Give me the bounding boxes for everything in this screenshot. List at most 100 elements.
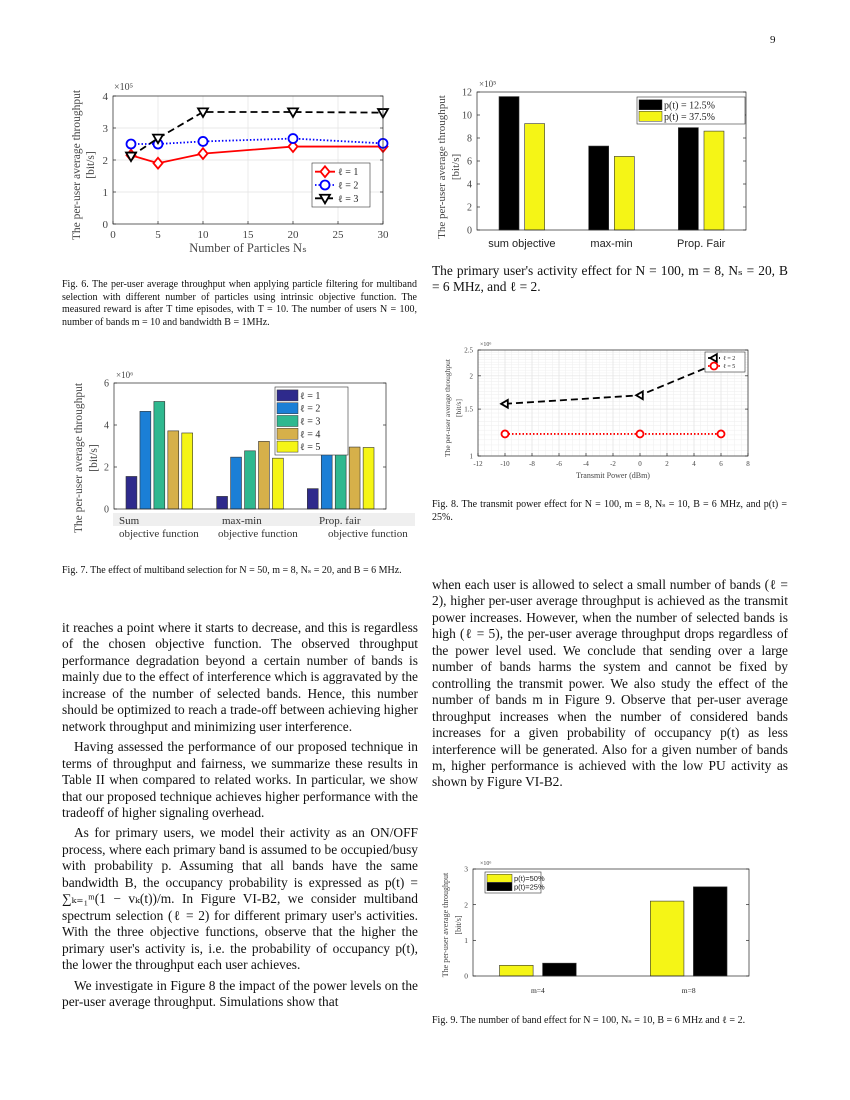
x-tick-label: 5 [155,229,161,241]
bar [334,435,347,510]
bar [272,457,284,510]
x-tick-label: -12 [473,460,483,468]
circle-marker [197,136,209,147]
bar [498,96,520,231]
y-tick-label: 1 [103,187,109,199]
legend-label: ℓ = 1 [338,167,358,178]
category-label: Sum [119,515,140,527]
x-axis-label: Number of Particles Nₛ [189,241,307,255]
axes-box [476,91,747,231]
y-tick-label: 2 [103,155,109,167]
axes-box [112,95,384,225]
legend-label: ℓ = 2 [338,181,358,192]
triangle-down-marker [124,151,138,163]
legend-box [704,351,746,373]
fig8-caption: Fig. 8. The transmit power effect for N … [432,499,787,523]
plot-background [473,869,749,976]
x-tick-label: 25 [333,229,345,241]
triangle-left-marker [715,356,725,368]
paragraph: it reaches a point where it starts to de… [62,620,418,734]
y-tick-label: 10 [462,111,472,122]
y-axis-label: The per-user average throughput [73,382,85,533]
bar [125,476,138,510]
category-label: objective function [218,528,298,540]
bar [348,446,361,510]
bar [703,130,725,231]
legend-label: ℓ = 4 [300,429,320,440]
bar [614,156,635,231]
y-axis-label: [bit/s] [450,154,462,180]
paragraph: As for primary users, we model their act… [62,825,418,973]
x-tick-label: -2 [610,460,616,468]
x-tick-label: 10 [198,229,210,241]
legend-swatch [276,428,299,440]
y-tick-label: 0 [103,219,109,231]
legend-swatch [486,882,513,891]
axis-multiplier: ×10⁵ [114,82,133,93]
x-tick-label: 30 [378,229,390,241]
x-tick-label: 8 [746,460,750,468]
y-axis-label: The per-user average throughput [443,358,452,457]
y-axis-label: [bit/s] [454,399,463,417]
diamond-marker [197,146,209,161]
y-tick-label: 1.5 [464,406,473,414]
bar [362,447,375,510]
legend-swatch [486,874,513,883]
y-axis-label: The per-user average throughput [436,95,448,239]
legend-label: ℓ = 3 [300,417,320,428]
axes-box [477,349,749,457]
legend-swatch [276,402,299,414]
series-line [504,360,722,405]
left-column-text: it reaches a point where it starts to de… [62,620,418,1010]
y-tick-label: 12 [462,88,472,99]
circle-marker [125,138,137,150]
y-tick-label: 3 [103,123,109,135]
legend-swatch [276,415,299,427]
legend-box [636,96,746,125]
bar [693,886,728,977]
bar [216,496,228,510]
bar [244,450,256,510]
paragraph: when each user is allowed to select a sm… [432,577,788,790]
axis-multiplier: ×10⁶ [480,342,491,348]
category-label: sum objective [488,238,555,250]
circle-marker [635,429,645,439]
category-label: Prop. fair [319,515,361,527]
diamond-marker [319,164,331,179]
circle-marker [709,361,719,371]
x-tick-label: 15 [243,229,255,241]
category-label-band [113,513,415,526]
category-label: Prop. Fair [677,238,726,250]
fig9-caption: Fig. 9. The number of band effect for N … [432,1015,746,1026]
legend-swatch [638,111,663,122]
legend-box [274,386,349,456]
legend-label: p(t)=50% [514,874,545,883]
triangle-left-marker [708,352,718,364]
axis-multiplier: ×10⁶ [480,861,491,867]
bar [139,411,152,510]
category-label: m=4 [531,986,545,995]
legend-label: p(t)=25% [514,882,545,891]
triangle-left-marker [499,398,509,410]
circle-marker [716,429,726,439]
x-tick-label: 0 [638,460,642,468]
y-axis-label: [bit/s] [454,915,463,934]
x-tick-label: -10 [500,460,510,468]
y-tick-label: 8 [467,134,472,145]
right-column-text: when each user is allowed to select a sm… [432,577,788,791]
plot-background [114,383,386,509]
plot-background [113,96,383,224]
bar [230,456,242,510]
triangle-left-marker [634,389,644,401]
axis-multiplier: ×10⁵ [479,79,496,89]
triangle-down-marker [196,107,210,119]
bar [153,401,166,510]
y-tick-label: 1 [470,452,474,460]
legend-box [484,871,542,894]
triangle-down-marker [286,107,300,119]
legend-swatch [276,440,299,453]
circle-marker [377,137,389,149]
category-label: objective function [119,528,199,540]
legend-label: ℓ = 5 [300,442,320,453]
circle-marker [500,429,510,439]
